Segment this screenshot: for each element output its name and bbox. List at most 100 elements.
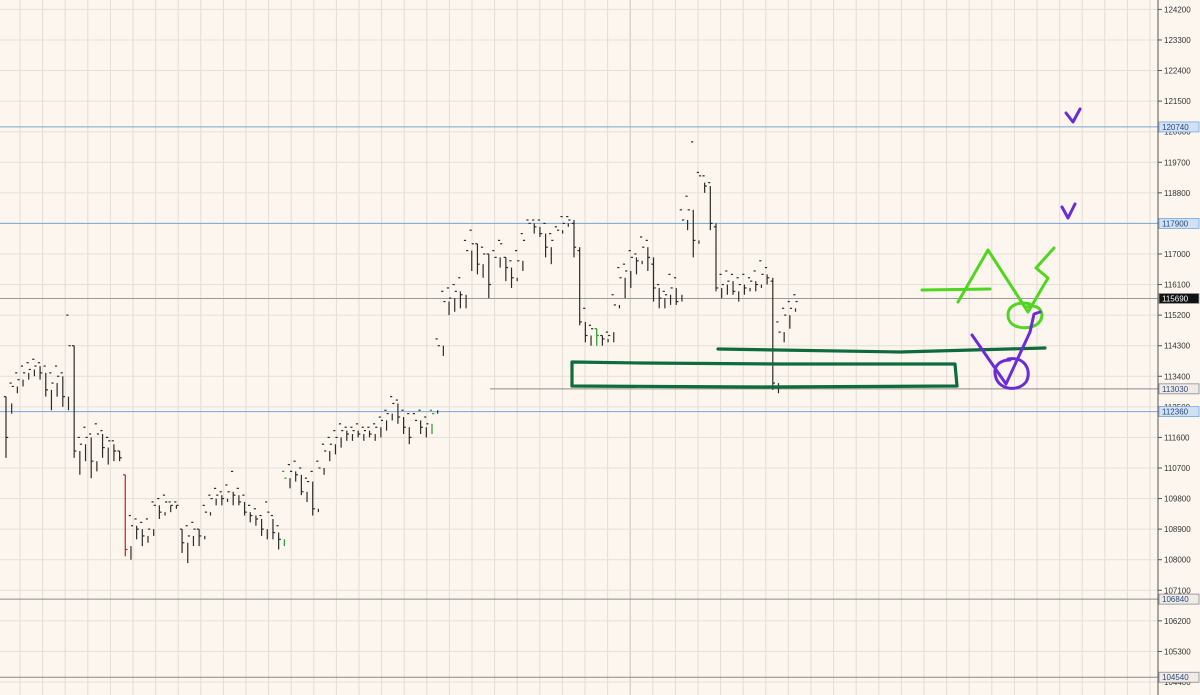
price-axis: 1242001233001224001215001206001197001188… <box>1157 0 1200 695</box>
ohlc-bar <box>145 518 151 543</box>
y-tick-label: 108000 <box>1164 556 1191 565</box>
ohlc-bar <box>134 518 139 540</box>
ohlc-bar <box>480 246 486 278</box>
ohlc-bar <box>54 365 60 397</box>
ohlc-bar <box>532 219 537 234</box>
ohlc-bar <box>350 426 355 441</box>
ohlc-bar <box>37 362 43 380</box>
y-tick-label: 116100 <box>1164 281 1191 290</box>
y-tick-label: 121500 <box>1164 97 1191 106</box>
ohlc-bar <box>412 413 418 422</box>
ohlc-bar <box>151 501 156 536</box>
ohlc-bar <box>157 497 162 519</box>
ohlc-bar <box>549 232 554 265</box>
price-level-badge <box>1158 218 1200 229</box>
price-level-badge <box>1158 383 1200 395</box>
ohlc-bar <box>520 232 526 271</box>
ohlc-bar <box>759 260 764 288</box>
ohlc-bar <box>446 287 452 316</box>
ohlc-bar <box>49 372 54 411</box>
ohlc-bar <box>730 273 736 295</box>
ohlc-bar <box>617 266 622 309</box>
ohlc-bar <box>89 433 94 479</box>
y-tick-label: 119700 <box>1164 158 1191 167</box>
ohlc-bar <box>441 290 446 356</box>
ohlc-bar <box>679 209 685 302</box>
ohlc-bar <box>708 182 713 231</box>
ohlc-bar <box>577 247 582 326</box>
ohlc-bar <box>123 474 128 557</box>
ohlc-bar <box>174 501 179 509</box>
ohlc-bar <box>26 362 31 380</box>
ohlc-bar <box>571 220 577 258</box>
ohlc-bar <box>378 416 384 438</box>
plot-background <box>0 0 1158 695</box>
ohlc-bar <box>509 260 514 288</box>
ohlc-bar <box>179 528 185 553</box>
price-level-badge <box>1158 671 1200 683</box>
ohlc-bar <box>458 277 463 309</box>
y-tick-label: 107100 <box>1164 586 1191 595</box>
ohlc-bar <box>696 171 702 244</box>
ohlc-bar <box>753 270 758 292</box>
ohlc-bar <box>344 426 349 441</box>
ohlc-bar <box>253 508 259 526</box>
ohlc-bar <box>747 277 753 292</box>
ohlc-bar <box>94 423 100 472</box>
ohlc-bar <box>270 514 276 540</box>
ohlc-bar <box>588 324 594 346</box>
y-tick-label: 108900 <box>1164 525 1191 534</box>
ohlc-bar <box>9 382 14 414</box>
ohlc-bars <box>3 141 798 564</box>
ohlc-bar <box>208 494 213 516</box>
ohlc-bar <box>43 365 48 397</box>
ohlc-bar <box>316 460 321 513</box>
price-level-label: 120740 <box>1162 123 1189 132</box>
ohlc-bar <box>168 501 173 513</box>
ohlc-bar <box>651 257 656 302</box>
ohlc-bar <box>657 283 662 309</box>
ohlc-bar <box>634 253 639 275</box>
price-level-label: 104540 <box>1162 673 1189 682</box>
y-tick-label: 122400 <box>1164 67 1191 76</box>
ohlc-bar <box>639 236 645 265</box>
lime-projection-path <box>956 246 1056 314</box>
ohlc-bar <box>128 514 134 560</box>
ohlc-bar <box>299 467 304 496</box>
lime-resistance-line <box>920 287 992 292</box>
ohlc-bar <box>668 273 673 305</box>
y-tick-label: 113400 <box>1164 372 1191 381</box>
ohlc-bar <box>304 477 310 502</box>
ohlc-bar <box>543 222 548 258</box>
ohlc-bar <box>554 226 560 231</box>
hand-drawn-annotations <box>570 107 1082 390</box>
ohlc-bar <box>310 470 315 516</box>
ohlc-bar <box>71 345 77 458</box>
ohlc-bar <box>333 430 338 455</box>
ohlc-bar <box>3 396 9 458</box>
ohlc-bar <box>338 423 344 448</box>
ohlc-bar <box>560 216 565 234</box>
ohlc-bar <box>628 249 633 288</box>
ohlc-bar <box>770 277 775 390</box>
ohlc-bar <box>452 283 457 312</box>
ohlc-bar <box>401 409 406 435</box>
ohlc-bar <box>566 216 571 227</box>
ohlc-bar <box>742 273 747 295</box>
ohlc-bar <box>674 277 679 305</box>
ohlc-bar <box>259 514 264 536</box>
price-level-badge <box>1158 406 1200 418</box>
price-level-label: 112360 <box>1162 408 1189 417</box>
ohlc-bar <box>196 528 202 547</box>
purple-check-mark-lower <box>1060 202 1077 220</box>
price-level-badge <box>1158 293 1200 304</box>
price-level-badge <box>1158 593 1200 605</box>
ohlc-bar <box>497 239 503 268</box>
ohlc-bar <box>424 416 429 438</box>
ohlc-bar <box>367 426 372 438</box>
ohlc-bar <box>611 294 616 343</box>
ohlc-bar <box>736 277 741 302</box>
ohlc-bar <box>202 504 207 540</box>
ohlc-bar <box>225 484 230 502</box>
